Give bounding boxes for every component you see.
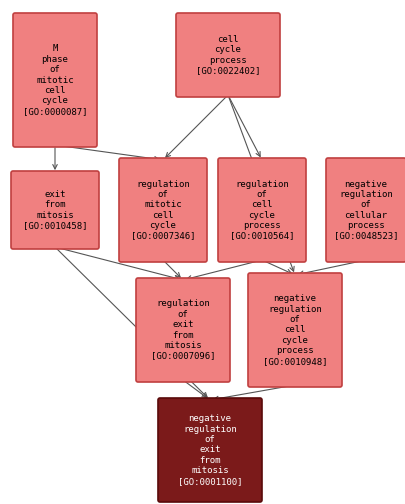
FancyBboxPatch shape <box>119 158 207 262</box>
FancyBboxPatch shape <box>158 398 261 502</box>
Text: negative
regulation
of
cellular
process
[GO:0048523]: negative regulation of cellular process … <box>333 179 397 240</box>
FancyBboxPatch shape <box>325 158 405 262</box>
FancyBboxPatch shape <box>175 13 279 97</box>
Text: regulation
of
mitotic
cell
cycle
[GO:0007346]: regulation of mitotic cell cycle [GO:000… <box>130 179 195 240</box>
Text: exit
from
mitosis
[GO:0010458]: exit from mitosis [GO:0010458] <box>23 190 87 230</box>
FancyBboxPatch shape <box>247 273 341 387</box>
Text: negative
regulation
of
cell
cycle
process
[GO:0010948]: negative regulation of cell cycle proces… <box>262 294 326 366</box>
FancyBboxPatch shape <box>13 13 97 147</box>
Text: cell
cycle
process
[GO:0022402]: cell cycle process [GO:0022402] <box>195 35 260 75</box>
Text: regulation
of
cell
cycle
process
[GO:0010564]: regulation of cell cycle process [GO:001… <box>229 179 294 240</box>
Text: M
phase
of
mitotic
cell
cycle
[GO:0000087]: M phase of mitotic cell cycle [GO:000008… <box>23 44 87 116</box>
Text: negative
regulation
of
exit
from
mitosis
[GO:0001100]: negative regulation of exit from mitosis… <box>177 414 242 486</box>
FancyBboxPatch shape <box>11 171 99 249</box>
FancyBboxPatch shape <box>217 158 305 262</box>
Text: regulation
of
exit
from
mitosis
[GO:0007096]: regulation of exit from mitosis [GO:0007… <box>150 299 215 360</box>
FancyBboxPatch shape <box>136 278 230 382</box>
